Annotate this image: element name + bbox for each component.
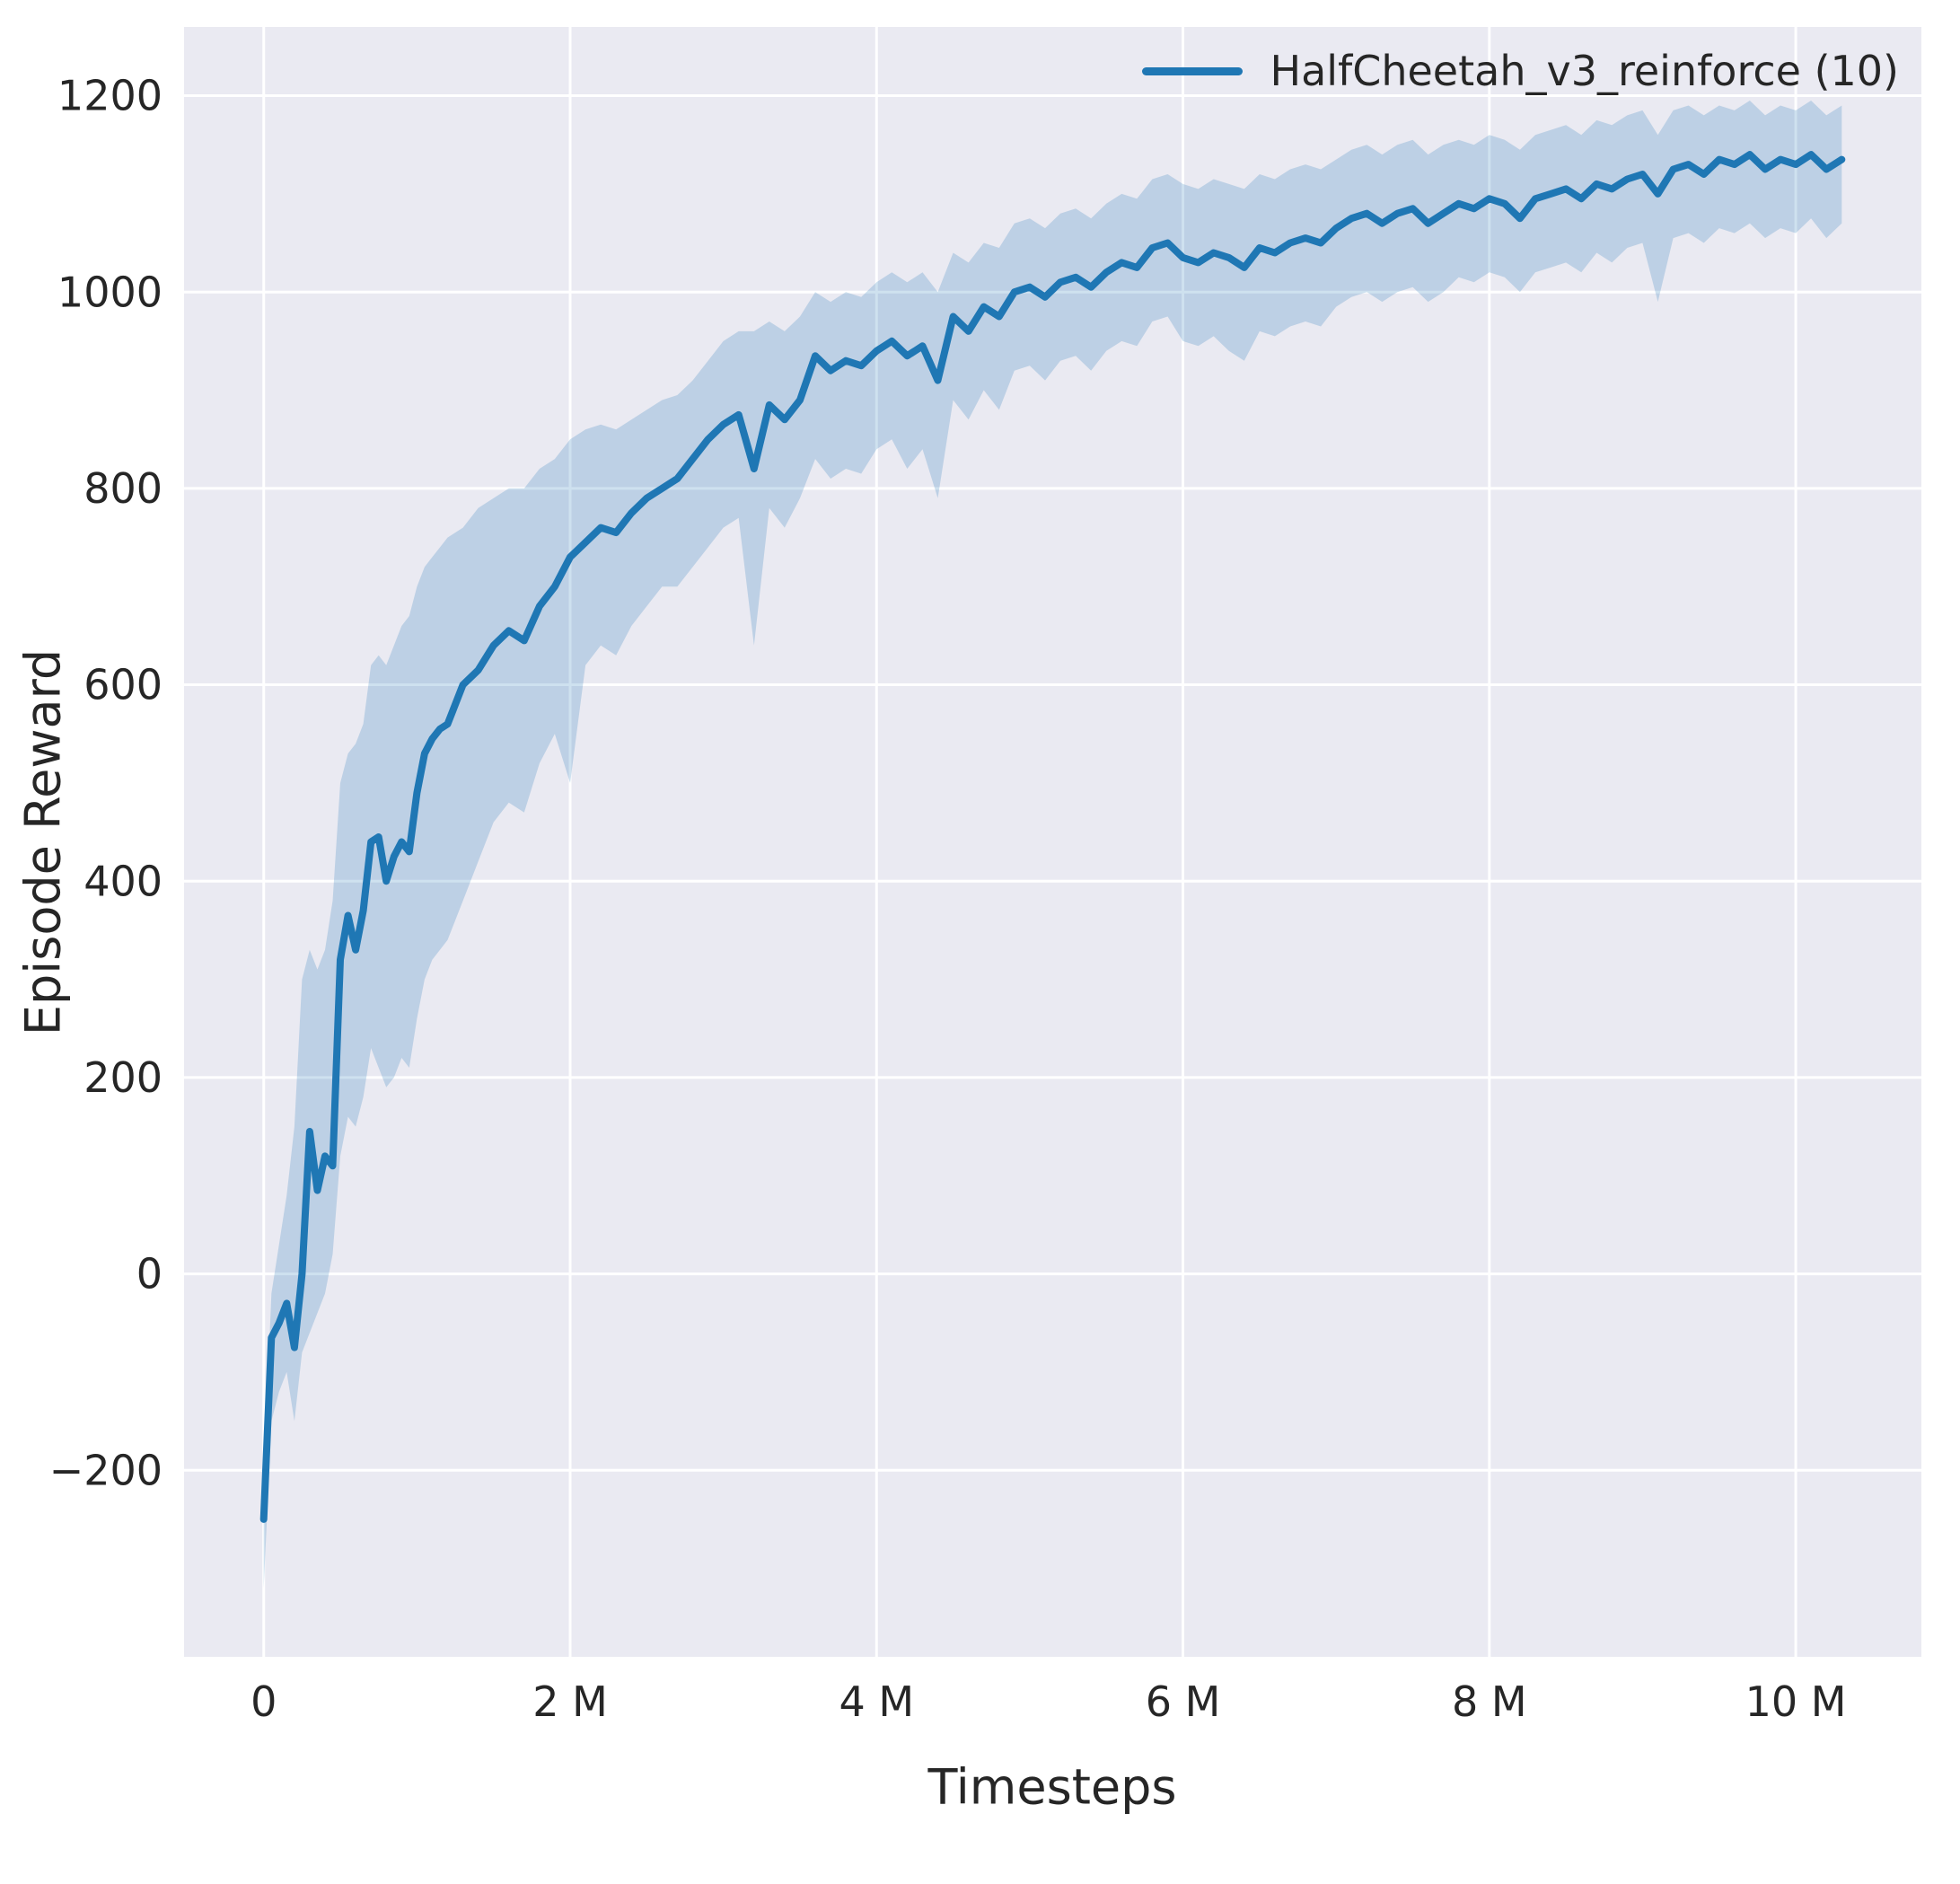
y-tick-label: 1200: [57, 72, 163, 120]
x-tick-label: 10 M: [1745, 1677, 1847, 1726]
x-tick-label: 2 M: [532, 1677, 608, 1726]
y-tick-labels: −200 0 200 400 600 800 1000 1200: [49, 72, 163, 1495]
y-tick-label: 600: [83, 661, 163, 709]
x-axis-title: Timesteps: [927, 1758, 1177, 1816]
y-tick-label: 1000: [57, 268, 163, 316]
grid-lines: [184, 27, 1921, 1657]
y-tick-label: 800: [83, 464, 163, 513]
series-line: [259, 151, 1846, 1523]
y-axis-title: Episode Reward: [14, 648, 72, 1036]
x-tick-label: 0: [250, 1677, 277, 1726]
plot-panel: [184, 27, 1921, 1657]
y-tick-label: −200: [49, 1446, 163, 1494]
legend[interactable]: HalfCheetah_v3_reinforce (10): [1142, 47, 1899, 95]
y-tick-label: 200: [83, 1053, 163, 1102]
x-tick-label: 6 M: [1146, 1677, 1221, 1726]
x-tick-labels: 0 2 M 4 M 6 M 8 M 10 M: [250, 1677, 1846, 1726]
confidence-band: [263, 101, 1842, 1589]
x-tick-label: 4 M: [839, 1677, 914, 1726]
x-tick-label: 8 M: [1452, 1677, 1527, 1726]
y-tick-label: 400: [83, 857, 163, 905]
y-tick-label: 0: [136, 1250, 163, 1299]
legend-line-swatch: [1142, 66, 1244, 75]
legend-label: HalfCheetah_v3_reinforce (10): [1270, 47, 1899, 95]
